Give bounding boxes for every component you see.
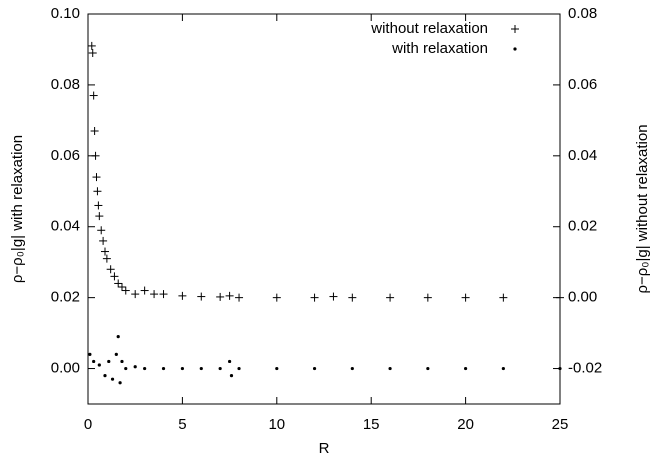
x-tick-label: 25 <box>552 416 569 433</box>
dot-marker <box>275 366 279 371</box>
plus-marker <box>556 293 564 302</box>
plus-marker <box>159 290 168 299</box>
plus-marker <box>99 236 108 245</box>
dot-marker <box>558 366 562 371</box>
dot-marker <box>116 335 120 339</box>
plus-marker <box>140 286 149 295</box>
y-tick-label: 0.06 <box>51 147 80 164</box>
plus-marker <box>272 293 281 302</box>
dot-marker <box>218 366 222 371</box>
dot-marker <box>312 366 317 371</box>
dot-marker <box>237 366 241 371</box>
plot-frame <box>87 13 561 405</box>
dot-marker <box>107 359 111 364</box>
plus-marker <box>131 290 140 299</box>
y-tick-label: 0.02 <box>51 289 80 306</box>
plus-marker <box>91 151 100 160</box>
y2-tick-label: 0.00 <box>568 289 597 306</box>
plus-marker <box>511 25 519 33</box>
plus-marker <box>110 272 119 281</box>
dot-marker <box>88 352 92 356</box>
plus-marker <box>178 291 187 300</box>
dot-marker <box>92 359 96 364</box>
dot-marker <box>464 366 468 371</box>
plus-marker <box>102 254 111 263</box>
y2-tick-label: 0.02 <box>568 218 597 235</box>
plus-marker <box>94 201 103 210</box>
plus-marker <box>225 291 234 300</box>
plus-marker <box>92 173 101 182</box>
dot-marker <box>228 359 232 364</box>
y-tick-label: 0.00 <box>51 360 80 377</box>
plus-marker <box>310 293 319 302</box>
plus-marker <box>89 91 98 100</box>
dot-marker <box>120 359 124 364</box>
x-axis-label: R <box>319 440 330 457</box>
dot-marker <box>501 366 505 371</box>
x-tick-label: 10 <box>268 416 285 433</box>
plus-marker <box>386 293 395 302</box>
plus-marker <box>461 293 470 302</box>
plus-marker <box>88 49 97 57</box>
y2-tick-label: 0.04 <box>568 147 597 164</box>
dot-marker <box>180 366 184 371</box>
plus-marker <box>114 279 123 288</box>
plus-marker <box>216 292 225 301</box>
dot-marker <box>143 366 147 371</box>
plus-marker <box>87 41 96 50</box>
dot-marker <box>426 366 430 371</box>
x-tick-label: 5 <box>178 416 186 433</box>
legend-label: with relaxation <box>391 40 488 57</box>
plus-marker <box>93 187 102 196</box>
plus-marker <box>90 127 99 135</box>
y-tick-label: 0.10 <box>51 5 80 22</box>
dot-marker <box>513 47 517 51</box>
plus-marker <box>348 293 357 302</box>
dot-marker <box>97 363 101 367</box>
plus-marker <box>97 226 106 235</box>
dot-marker <box>199 366 203 371</box>
plus-marker <box>150 290 159 299</box>
plus-marker <box>423 293 432 302</box>
dot-marker <box>114 352 118 356</box>
plus-marker <box>197 292 206 301</box>
plus-marker <box>95 212 104 221</box>
dot-marker <box>229 374 234 378</box>
dot-marker <box>124 366 128 371</box>
y-axis-label: ρ−ρ₀|g| with relaxation <box>9 135 26 283</box>
plus-marker <box>329 292 338 301</box>
dot-marker <box>388 366 392 371</box>
plus-marker <box>117 283 126 291</box>
plus-marker <box>106 265 115 274</box>
x-tick-label: 20 <box>457 416 474 433</box>
y2-axis-label: ρ−ρ₀|g| without relaxation <box>634 124 651 293</box>
dot-marker <box>118 381 122 385</box>
dot-marker <box>161 366 166 371</box>
plus-marker <box>235 293 244 302</box>
plus-marker <box>100 247 109 256</box>
plus-marker <box>121 286 130 295</box>
dot-marker <box>110 377 115 381</box>
legend-label: without relaxation <box>370 20 488 37</box>
y-tick-label: 0.04 <box>51 218 80 235</box>
y2-tick-label: 0.08 <box>568 5 597 22</box>
y2-tick-label: 0.06 <box>568 76 597 93</box>
dot-marker <box>133 365 137 369</box>
y-tick-label: 0.08 <box>51 76 80 93</box>
dot-marker <box>103 374 107 378</box>
y2-tick-label: -0.02 <box>568 360 602 377</box>
x-tick-label: 15 <box>363 416 380 433</box>
dot-marker <box>350 366 354 371</box>
plus-marker <box>499 293 508 302</box>
x-tick-label: 0 <box>84 416 92 433</box>
